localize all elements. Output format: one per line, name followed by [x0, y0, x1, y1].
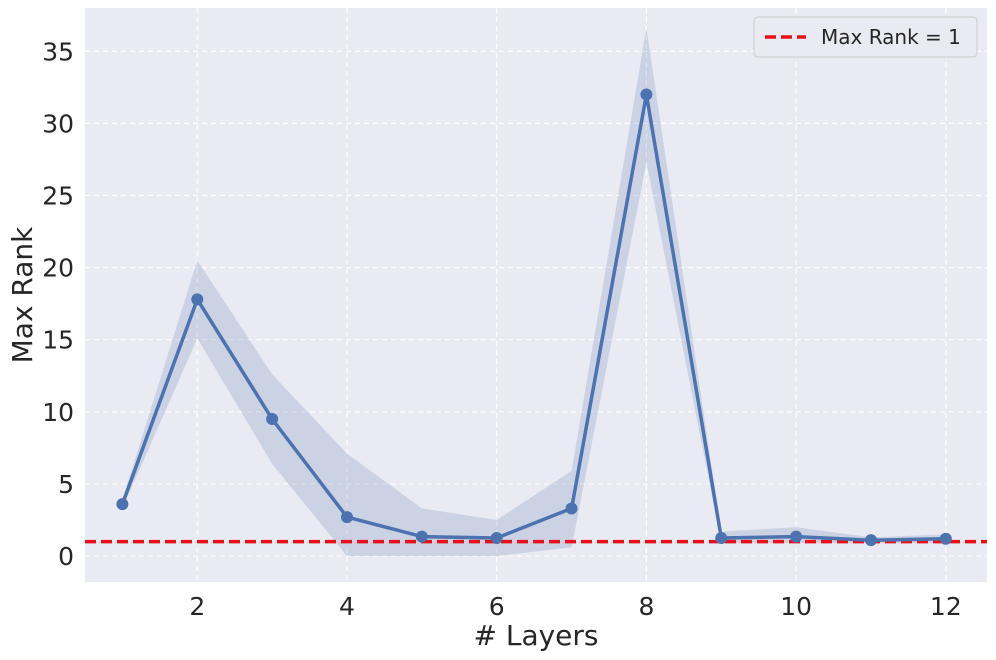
- legend-box: [753, 16, 978, 58]
- series-line: [120, 92, 946, 542]
- data-point: [191, 293, 204, 306]
- x-tick-label: 2: [189, 592, 205, 621]
- x-tick-label: 8: [638, 592, 654, 621]
- data-point: [790, 530, 803, 543]
- x-tick-label: 12: [930, 592, 962, 621]
- y-tick-label: 10: [42, 398, 74, 427]
- x-tick-labels: 2 4 6 8 10 12: [189, 592, 961, 621]
- y-tick-label: 15: [42, 326, 74, 355]
- data-point: [266, 413, 279, 426]
- x-tick-label: 4: [339, 592, 355, 621]
- x-axis-title: # Layers: [473, 619, 598, 652]
- y-tick-label: 35: [42, 37, 74, 66]
- x-tick-label: 6: [489, 592, 505, 621]
- y-tick-labels: 0 5 10 15 20 25 30 35: [42, 37, 74, 571]
- legend-label: Max Rank = 1: [821, 25, 961, 49]
- data-point: [715, 532, 728, 545]
- legend: Max Rank = 1: [753, 16, 978, 58]
- data-point: [939, 532, 952, 545]
- data-point: [116, 498, 129, 511]
- data-point: [340, 511, 353, 524]
- y-tick-label: 25: [42, 181, 74, 210]
- y-axis-title: Max Rank: [6, 226, 39, 364]
- y-tick-label: 5: [58, 470, 74, 499]
- x-tick-label: 10: [780, 592, 812, 621]
- y-tick-label: 20: [42, 254, 74, 283]
- y-tick-label: 0: [58, 542, 74, 571]
- plot-background: [85, 8, 987, 582]
- series-layer: [116, 88, 952, 547]
- data-point: [490, 532, 503, 545]
- data-point: [565, 502, 578, 515]
- data-point: [415, 530, 428, 543]
- y-tick-label: 30: [42, 109, 74, 138]
- data-point: [864, 534, 877, 547]
- data-point: [640, 88, 653, 101]
